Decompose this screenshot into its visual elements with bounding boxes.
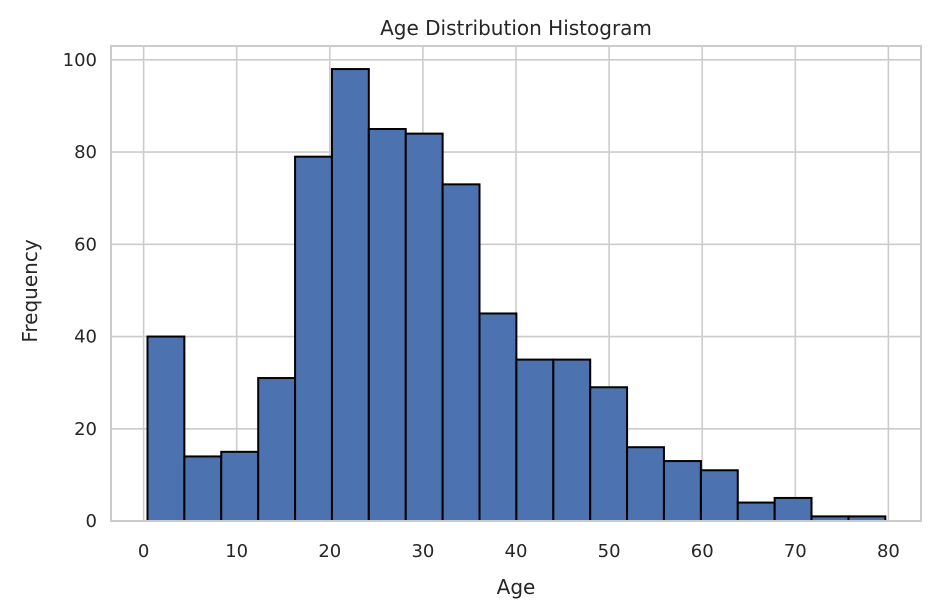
histogram-bar (183, 455, 223, 522)
x-tick-label: 0 (138, 541, 149, 562)
histogram-bar (330, 68, 370, 522)
histogram-bar (662, 460, 702, 523)
x-tick-label: 50 (598, 541, 621, 562)
histogram-bar (552, 358, 592, 522)
histogram-bar (736, 501, 776, 523)
y-tick-label: 0 (86, 511, 97, 532)
histogram-bar (699, 469, 739, 523)
x-tick-label: 10 (225, 541, 248, 562)
x-tick-labels: 0 10 20 30 40 50 60 70 80 (138, 541, 900, 562)
x-tick-label: 40 (505, 541, 528, 562)
x-tick-label: 60 (691, 541, 714, 562)
histogram-bar (294, 155, 333, 522)
histogram-bar (478, 312, 518, 523)
histogram-bar (404, 132, 444, 522)
histogram-bar (441, 183, 481, 522)
y-tick-label: 80 (74, 142, 97, 163)
histogram-bar (773, 496, 813, 522)
histogram-bar (515, 358, 555, 522)
histogram-bar (626, 446, 665, 522)
plot-frame (110, 45, 922, 522)
x-tick-label: 80 (877, 541, 900, 562)
x-tick-label: 70 (784, 541, 807, 562)
x-tick-label: 20 (318, 541, 341, 562)
x-tick-label: 30 (411, 541, 434, 562)
y-tick-label: 60 (74, 234, 97, 255)
histogram-bar (146, 335, 186, 522)
x-axis-label: Age (497, 575, 536, 599)
histogram-bars (146, 68, 887, 523)
y-tick-labels: 0 20 40 60 80 100 (63, 50, 97, 532)
histogram-bar (257, 377, 297, 523)
y-axis-label: Frequency (18, 239, 42, 342)
y-tick-label: 40 (74, 327, 97, 348)
y-tick-label: 20 (74, 419, 97, 440)
histogram-bar (220, 450, 260, 523)
histogram-bar (589, 386, 629, 523)
chart-title: Age Distribution Histogram (380, 16, 652, 40)
histogram-bar (367, 128, 407, 522)
y-tick-label: 100 (63, 50, 97, 71)
